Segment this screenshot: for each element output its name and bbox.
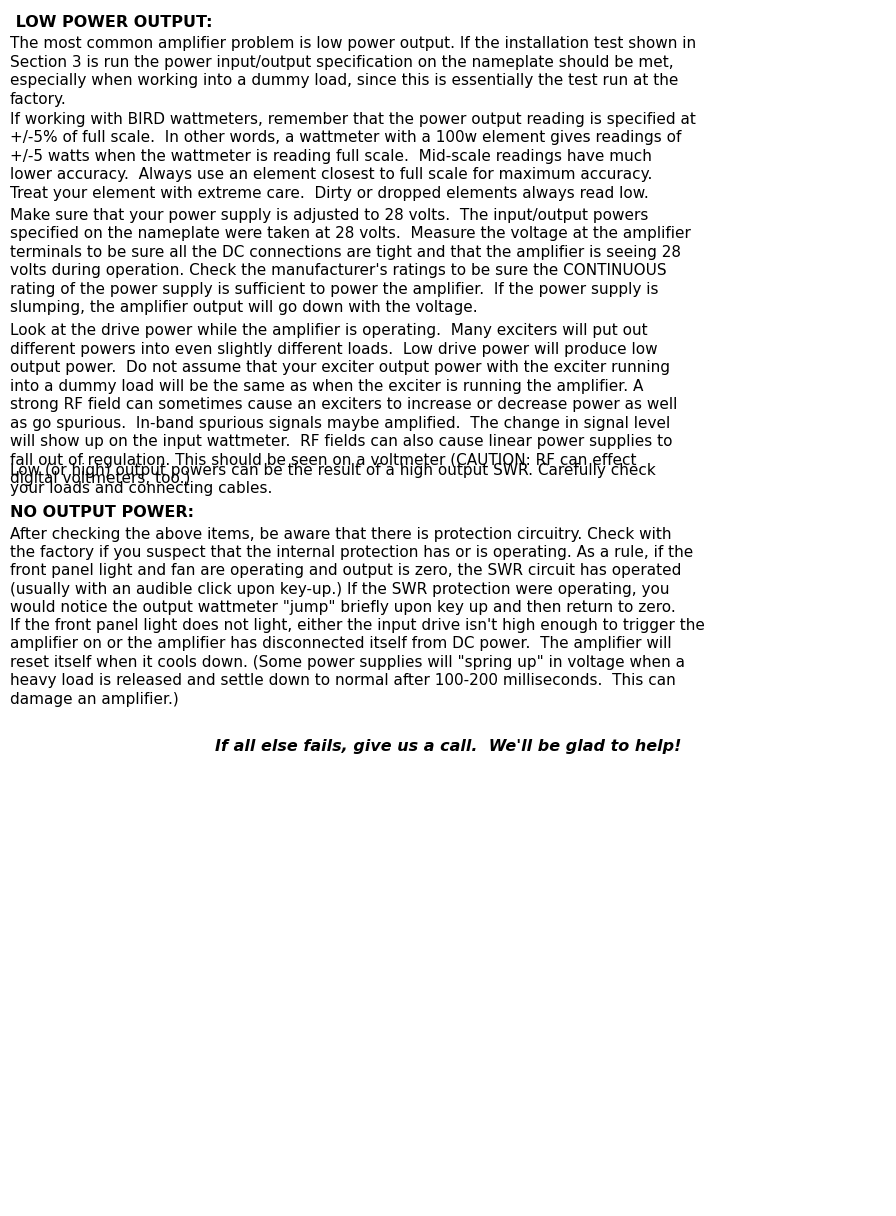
Text: specified on the nameplate were taken at 28 volts.  Measure the voltage at the a: specified on the nameplate were taken at… xyxy=(10,226,691,241)
Text: lower accuracy.  Always use an element closest to full scale for maximum accurac: lower accuracy. Always use an element cl… xyxy=(10,168,652,182)
Text: terminals to be sure all the DC connections are tight and that the amplifier is : terminals to be sure all the DC connecti… xyxy=(10,244,681,259)
Text: the factory if you suspect that the internal protection has or is operating. As : the factory if you suspect that the inte… xyxy=(10,545,694,561)
Text: as go spurious.  In-band spurious signals maybe amplified.  The change in signal: as go spurious. In-band spurious signals… xyxy=(10,416,670,430)
Text: rating of the power supply is sufficient to power the amplifier.  If the power s: rating of the power supply is sufficient… xyxy=(10,281,659,297)
Text: front panel light and fan are operating and output is zero, the SWR circuit has : front panel light and fan are operating … xyxy=(10,563,681,579)
Text: If working with BIRD wattmeters, remember that the power output reading is speci: If working with BIRD wattmeters, remembe… xyxy=(10,112,695,126)
Text: +/-5 watts when the wattmeter is reading full scale.  Mid-scale readings have mu: +/-5 watts when the wattmeter is reading… xyxy=(10,148,651,164)
Text: Make sure that your power supply is adjusted to 28 volts.  The input/output powe: Make sure that your power supply is adju… xyxy=(10,208,648,223)
Text: LOW POWER OUTPUT:: LOW POWER OUTPUT: xyxy=(10,16,212,30)
Text: digital voltmeters, too.): digital voltmeters, too.) xyxy=(10,472,190,486)
Text: If all else fails, give us a call.  We'll be glad to help!: If all else fails, give us a call. We'll… xyxy=(215,739,681,754)
Text: Treat your element with extreme care.  Dirty or dropped elements always read low: Treat your element with extreme care. Di… xyxy=(10,186,649,201)
Text: volts during operation. Check the manufacturer's ratings to be sure the CONTINUO: volts during operation. Check the manufa… xyxy=(10,263,667,278)
Text: output power.  Do not assume that your exciter output power with the exciter run: output power. Do not assume that your ex… xyxy=(10,360,670,376)
Text: will show up on the input wattmeter.  RF fields can also cause linear power supp: will show up on the input wattmeter. RF … xyxy=(10,434,672,450)
Text: fall out of regulation. This should be seen on a voltmeter (CAUTION: RF can effe: fall out of regulation. This should be s… xyxy=(10,452,636,468)
Text: factory.: factory. xyxy=(10,92,66,107)
Text: different powers into even slightly different loads.  Low drive power will produ: different powers into even slightly diff… xyxy=(10,342,658,358)
Text: (usually with an audible click upon key-up.) If the SWR protection were operatin: (usually with an audible click upon key-… xyxy=(10,582,669,597)
Text: The most common amplifier problem is low power output. If the installation test : The most common amplifier problem is low… xyxy=(10,36,696,51)
Text: would notice the output wattmeter "jump" briefly upon key up and then return to : would notice the output wattmeter "jump"… xyxy=(10,601,676,615)
Text: Low (or high) output powers can be the result of a high output SWR. Carefully ch: Low (or high) output powers can be the r… xyxy=(10,463,656,478)
Text: your loads and connecting cables.: your loads and connecting cables. xyxy=(10,482,272,496)
Text: reset itself when it cools down. (Some power supplies will "spring up" in voltag: reset itself when it cools down. (Some p… xyxy=(10,654,685,670)
Text: Section 3 is run the power input/output specification on the nameplate should be: Section 3 is run the power input/output … xyxy=(10,55,674,71)
Text: slumping, the amplifier output will go down with the voltage.: slumping, the amplifier output will go d… xyxy=(10,300,478,315)
Text: After checking the above items, be aware that there is protection circuitry. Che: After checking the above items, be aware… xyxy=(10,527,671,541)
Text: strong RF field can sometimes cause an exciters to increase or decrease power as: strong RF field can sometimes cause an e… xyxy=(10,398,677,412)
Text: Look at the drive power while the amplifier is operating.  Many exciters will pu: Look at the drive power while the amplif… xyxy=(10,323,648,338)
Text: +/-5% of full scale.  In other words, a wattmeter with a 100w element gives read: +/-5% of full scale. In other words, a w… xyxy=(10,130,681,146)
Text: into a dummy load will be the same as when the exciter is running the amplifier.: into a dummy load will be the same as wh… xyxy=(10,379,643,394)
Text: especially when working into a dummy load, since this is essentially the test ru: especially when working into a dummy loa… xyxy=(10,73,678,89)
Text: heavy load is released and settle down to normal after 100-200 milliseconds.  Th: heavy load is released and settle down t… xyxy=(10,674,676,688)
Text: NO OUTPUT POWER:: NO OUTPUT POWER: xyxy=(10,505,194,519)
Text: damage an amplifier.): damage an amplifier.) xyxy=(10,692,178,706)
Text: amplifier on or the amplifier has disconnected itself from DC power.  The amplif: amplifier on or the amplifier has discon… xyxy=(10,636,671,652)
Text: If the front panel light does not light, either the input drive isn't high enoug: If the front panel light does not light,… xyxy=(10,618,705,632)
